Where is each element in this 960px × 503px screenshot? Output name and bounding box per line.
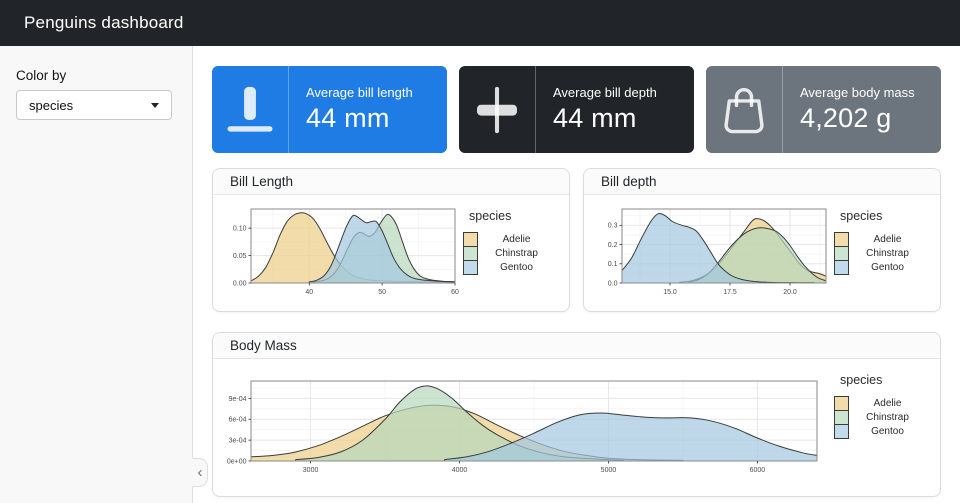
legend-label: Chinstrap	[495, 248, 538, 259]
align-bottom-icon	[227, 86, 273, 132]
svg-text:3e-04: 3e-04	[229, 437, 247, 444]
value-box-title: Average bill depth	[553, 85, 657, 100]
svg-text:0.10: 0.10	[233, 226, 247, 233]
card-bill-depth: Bill depth 15.0 17.5 20.0 0.0 0.1 0.2 0.3 spec…	[583, 168, 941, 312]
value-box-title: Average body mass	[800, 85, 915, 100]
legend-swatch	[463, 232, 478, 247]
legend-swatch	[834, 232, 849, 247]
value-box-row: Average bill length 44 mm Average bill d…	[212, 66, 941, 153]
value-box-showcase	[706, 66, 783, 153]
body-mass-density-plot: 3000 4000 5000 6000 0e+00 3e-04 6e-04 9e-04	[227, 380, 818, 474]
sidebar: Color by species	[0, 46, 193, 503]
value-box-title: Average bill length	[306, 85, 413, 100]
card-body: 15.0 17.5 20.0 0.0 0.1 0.2 0.3 species Adelie Ch…	[584, 195, 940, 311]
legend-title: species	[469, 209, 512, 223]
svg-text:0.1: 0.1	[608, 261, 618, 268]
value-box-value: 4,202 g	[800, 103, 892, 133]
legend-label: Gentoo	[871, 426, 904, 437]
legend-label: Adelie	[873, 234, 902, 245]
svg-text:0.05: 0.05	[233, 253, 247, 260]
value-box-showcase	[459, 66, 536, 153]
legend-entry: Gentoo	[834, 424, 926, 439]
main-content: Average bill length 44 mm Average bill d…	[193, 46, 960, 503]
legend-title: species	[840, 373, 883, 387]
svg-text:0.2: 0.2	[608, 242, 618, 249]
svg-text:40: 40	[305, 289, 313, 296]
card-body: 40 50 60 0.00 0.05 0.10 species Adelie Chinstra…	[213, 195, 569, 311]
legend-label: Chinstrap	[866, 248, 909, 259]
navbar: Penguins dashboard	[0, 0, 960, 46]
svg-text:3000: 3000	[303, 467, 319, 474]
value-box-content: Average body mass 4,202 g	[783, 66, 941, 153]
value-box-content: Average bill length 44 mm	[289, 66, 447, 153]
value-box-bill-length: Average bill length 44 mm	[212, 66, 447, 153]
legend-swatch	[834, 410, 849, 425]
legend-swatch	[834, 260, 849, 275]
legend-label: Gentoo	[871, 262, 904, 273]
card-title: Bill Length	[213, 169, 569, 195]
legend-swatch	[463, 260, 478, 275]
svg-text:6000: 6000	[750, 467, 766, 474]
chevron-down-icon	[151, 102, 159, 108]
plot-legend: species Adelie Chinstrap Gentoo	[463, 201, 555, 275]
legend-label: Adelie	[873, 398, 902, 409]
svg-text:0.3: 0.3	[608, 223, 618, 230]
legend-title: species	[840, 209, 883, 223]
legend-entry: Chinstrap	[834, 246, 926, 261]
legend-swatch	[834, 246, 849, 261]
svg-text:50: 50	[378, 289, 386, 296]
value-box-bill-depth: Average bill depth 44 mm	[459, 66, 694, 153]
svg-text:60: 60	[451, 289, 459, 296]
plot-legend: species Adelie Chinstrap Gentoo	[834, 365, 926, 439]
align-center-icon	[477, 86, 517, 133]
app-title: Penguins dashboard	[24, 13, 184, 32]
svg-text:20.0: 20.0	[783, 289, 797, 296]
value-box-content: Average bill depth 44 mm	[536, 66, 694, 153]
value-box-body-mass: Average body mass 4,202 g	[706, 66, 941, 153]
color-by-label: Color by	[16, 68, 67, 83]
legend-swatch	[834, 396, 849, 411]
handbag-icon	[724, 87, 764, 133]
legend-entry: Adelie	[834, 396, 926, 411]
legend-entry: Chinstrap	[463, 246, 555, 261]
svg-text:0e+00: 0e+00	[227, 458, 247, 465]
color-by-select[interactable]: species	[16, 90, 172, 120]
charts-row: Bill Length 40 50 60 0.00 0.05 0.10 species Ad…	[212, 168, 941, 312]
select-value: species	[29, 97, 74, 113]
card-body: 3000 4000 5000 6000 0e+00 3e-04 6e-04 9e-04 spe…	[213, 359, 940, 496]
legend-label: Chinstrap	[866, 412, 909, 423]
bill-depth-density-plot: 15.0 17.5 20.0 0.0 0.1 0.2 0.3	[608, 208, 827, 296]
sidebar-collapse-toggle[interactable]: ‹	[192, 458, 208, 487]
svg-text:5000: 5000	[601, 467, 617, 474]
bill-length-density-plot: 40 50 60 0.00 0.05 0.10	[233, 208, 459, 296]
card-body-mass: Body Mass 3000 4000 5000 6000 0e+00 3e-04 6e-0…	[212, 332, 941, 497]
svg-text:17.5: 17.5	[723, 289, 737, 296]
value-box-value: 44 mm	[553, 103, 637, 133]
value-box-showcase	[212, 66, 289, 153]
svg-text:0.00: 0.00	[233, 280, 247, 287]
plot-legend: species Adelie Chinstrap Gentoo	[834, 201, 926, 275]
legend-label: Adelie	[502, 234, 531, 245]
legend-entry: Gentoo	[463, 260, 555, 275]
card-title: Bill depth	[584, 169, 940, 195]
svg-text:0.0: 0.0	[608, 280, 618, 287]
legend-entry: Chinstrap	[834, 410, 926, 425]
legend-entry: Adelie	[463, 232, 555, 247]
legend-swatch	[463, 246, 478, 261]
svg-text:9e-04: 9e-04	[229, 395, 247, 402]
legend-entry: Gentoo	[834, 260, 926, 275]
card-bill-length: Bill Length 40 50 60 0.00 0.05 0.10 species Ad…	[212, 168, 570, 312]
chevron-left-icon: ‹	[197, 464, 203, 481]
svg-text:15.0: 15.0	[663, 289, 677, 296]
card-title: Body Mass	[213, 333, 940, 359]
svg-text:6e-04: 6e-04	[229, 416, 247, 423]
value-box-value: 44 mm	[306, 103, 390, 133]
legend-swatch	[834, 424, 849, 439]
legend-entry: Adelie	[834, 232, 926, 247]
svg-text:4000: 4000	[452, 467, 468, 474]
legend-label: Gentoo	[500, 262, 533, 273]
